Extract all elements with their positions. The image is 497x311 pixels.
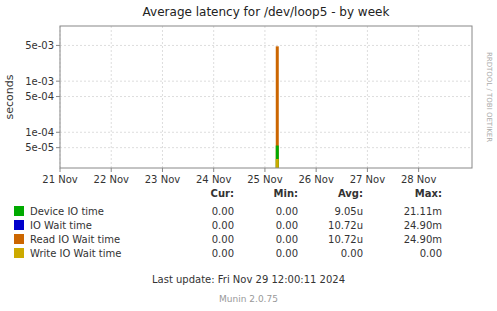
- legend-value: 0.00: [212, 206, 234, 217]
- side-label: RRDTOOL / TOBI OETIKER: [485, 52, 493, 142]
- grid-line: [60, 147, 472, 148]
- tick-label: 26 Nov: [298, 174, 334, 185]
- tick: [316, 168, 317, 172]
- x-axis: 21 Nov 22 Nov 23 Nov 24 Nov 25 Nov 26 Nov 27 N…: [42, 168, 436, 185]
- legend-value: 0.00: [276, 206, 298, 217]
- legend-header: Cur:: [211, 188, 234, 199]
- grid-line: [60, 132, 472, 133]
- tick: [264, 168, 265, 172]
- legend-label: Read IO Wait time: [30, 234, 120, 245]
- grid-line: [111, 26, 112, 168]
- watermark: Munin 2.0.75: [219, 294, 278, 304]
- legend-value: 10.72u: [328, 234, 363, 245]
- tick: [56, 45, 60, 46]
- tick: [418, 168, 419, 172]
- legend-label: Device IO time: [30, 206, 104, 217]
- grid-line: [264, 26, 265, 168]
- legend-header: Avg:: [338, 188, 363, 199]
- grid-line: [418, 26, 419, 168]
- legend-value: 9.05u: [334, 206, 363, 217]
- title: Average latency for /dev/loop5 - by week: [143, 5, 390, 19]
- plot-area: [60, 26, 472, 168]
- legend-value: 24.90m: [404, 234, 442, 245]
- legend-label: IO Wait time: [30, 220, 92, 231]
- tick: [56, 132, 60, 133]
- legend-value: 0.00: [420, 248, 442, 259]
- legend-swatch: [14, 248, 24, 258]
- tick-label: 24 Nov: [196, 174, 232, 185]
- tick-label: 21 Nov: [42, 174, 78, 185]
- tick: [162, 168, 163, 172]
- legend-value: 0.00: [212, 234, 234, 245]
- legend-value: 24.90m: [404, 220, 442, 231]
- legend-swatch: [14, 206, 24, 216]
- tick-label: 22 Nov: [94, 174, 130, 185]
- tick-label: 27 Nov: [350, 174, 386, 185]
- bar: [276, 146, 279, 168]
- legend-value: 0.00: [276, 248, 298, 259]
- legend-label: Write IO Wait time: [30, 248, 121, 259]
- tick-label: 28 Nov: [401, 174, 437, 185]
- grid-line: [60, 45, 472, 46]
- chart: Average latency for /dev/loop5 - by week…: [0, 0, 497, 311]
- grid-line: [367, 26, 368, 168]
- tick-label: 1e-03: [25, 76, 54, 87]
- grid-line: [162, 26, 163, 168]
- legend: Cur: Min: Avg: Max: Device IO time 0.00 0.00 9.…: [14, 188, 442, 259]
- bar: [276, 46, 279, 168]
- legend-value: 0.00: [276, 234, 298, 245]
- grid-line: [60, 81, 472, 82]
- legend-value: 0.00: [276, 220, 298, 231]
- legend-header: Min:: [274, 188, 299, 199]
- legend-value: 21.11m: [404, 206, 442, 217]
- tick-label: 5e-04: [25, 91, 54, 102]
- tick: [56, 81, 60, 82]
- tick: [111, 168, 112, 172]
- legend-swatch: [14, 220, 24, 230]
- legend-value: 0.00: [341, 248, 363, 259]
- tick: [213, 168, 214, 172]
- tick-label: 1e-04: [25, 127, 54, 138]
- tick: [367, 168, 368, 172]
- tick-label: 25 Nov: [247, 174, 283, 185]
- tick-label: 23 Nov: [145, 174, 181, 185]
- bars: [276, 46, 279, 168]
- y-label: seconds: [3, 74, 16, 119]
- legend-value: 0.00: [212, 220, 234, 231]
- grid: [60, 26, 472, 168]
- grid-line: [213, 26, 214, 168]
- grid-line: [316, 26, 317, 168]
- tick: [60, 168, 61, 172]
- bar: [276, 159, 279, 168]
- legend-value: 0.00: [212, 248, 234, 259]
- tick: [56, 147, 60, 148]
- legend-header: Max:: [415, 188, 442, 199]
- tick: [56, 96, 60, 97]
- plot-frame: [60, 26, 472, 168]
- legend-swatch: [14, 234, 24, 244]
- footer: Last update: Fri Nov 29 12:00:11 2024: [152, 274, 345, 285]
- grid-line: [60, 96, 472, 97]
- legend-value: 10.72u: [328, 220, 363, 231]
- tick-label: 5e-05: [25, 142, 54, 153]
- y-axis: 5e-05 1e-04 5e-04 1e-03 5e-03 seconds: [3, 40, 60, 153]
- tick-label: 5e-03: [25, 40, 54, 51]
